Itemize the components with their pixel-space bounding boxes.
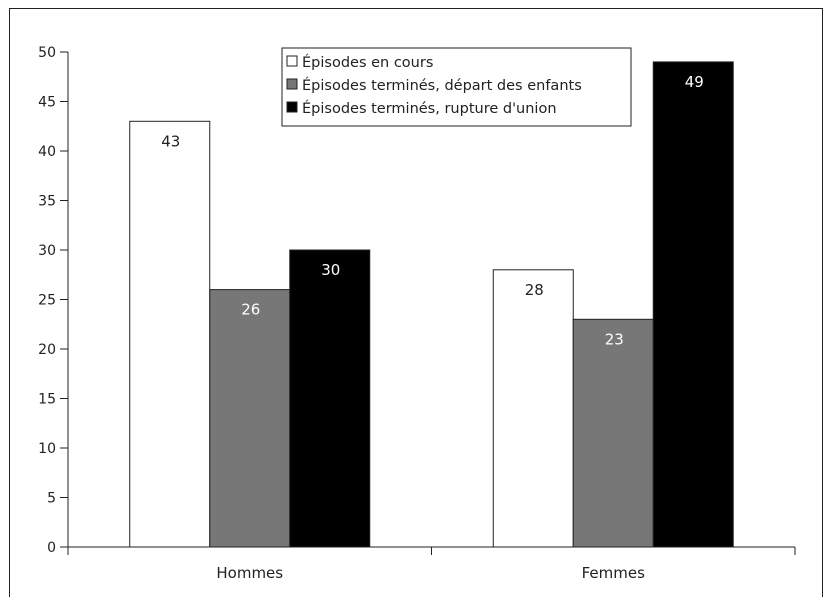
legend-swatch: [286, 101, 298, 113]
bar: [289, 249, 371, 548]
y-tick-label: 40: [38, 144, 56, 160]
legend: Épisodes en cours Épisodes terminés, dépa…: [281, 47, 632, 127]
bars: 43 26 30 28 23 49: [129, 61, 734, 548]
legend-swatch: [286, 78, 298, 90]
bar: [129, 120, 211, 548]
bar: [652, 61, 734, 548]
legend-label: Épisodes terminés, départ des enfants: [302, 77, 582, 94]
y-tick-label: 25: [38, 293, 56, 309]
data-label: 49: [685, 73, 704, 91]
bar: [572, 318, 654, 548]
bar: [492, 269, 574, 548]
legend-label: Épisodes en cours: [302, 54, 433, 71]
data-label: 43: [161, 132, 180, 150]
data-label: 28: [525, 281, 544, 299]
y-tick-label: 35: [38, 194, 56, 210]
y-tick-label: 5: [47, 491, 56, 507]
x-category-label: Hommes: [216, 564, 283, 582]
chart-frame: [9, 8, 823, 597]
y-tick-label: 0: [47, 540, 56, 556]
legend-swatch: [286, 55, 298, 67]
data-label: 23: [605, 330, 624, 348]
y-tick-label: 50: [38, 45, 56, 61]
y-tick-label: 30: [38, 243, 56, 259]
x-category-label: Femmes: [582, 564, 645, 582]
y-tick-label: 20: [38, 342, 56, 358]
legend-box: [281, 47, 632, 127]
y-tick-label: 15: [38, 392, 56, 408]
data-label: 26: [241, 301, 260, 319]
data-label: 30: [321, 261, 340, 279]
y-tick-label: 10: [38, 441, 56, 457]
legend-label: Épisodes terminés, rupture d'union: [302, 100, 557, 117]
bar: [209, 289, 291, 548]
y-tick-label: 45: [38, 95, 56, 111]
